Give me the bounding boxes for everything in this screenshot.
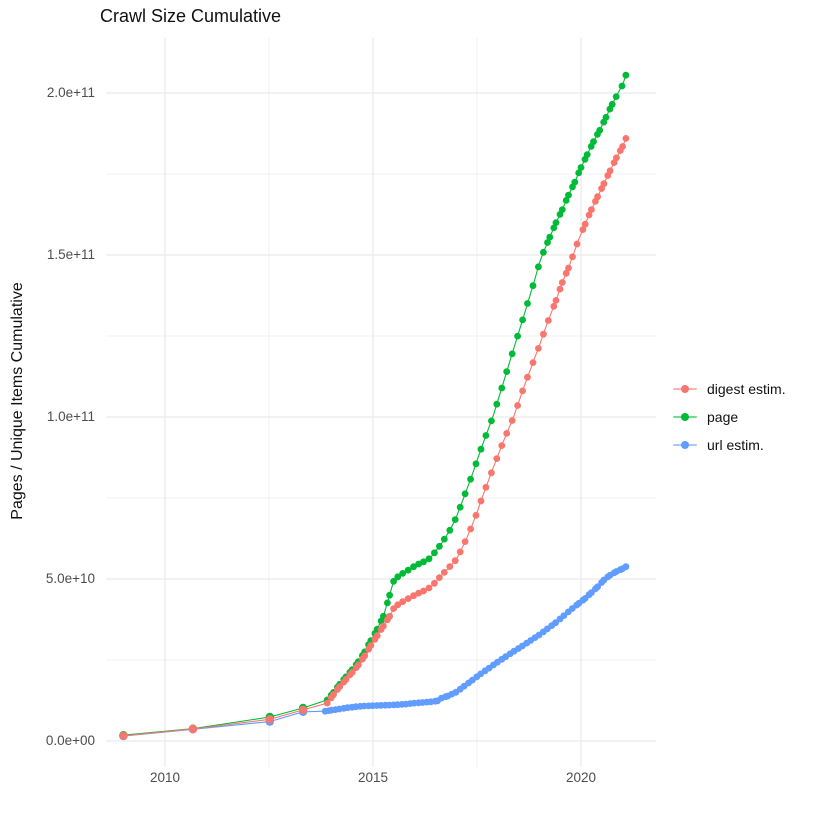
y-tick-label: 5.0e+10 — [45, 571, 95, 586]
legend-label: page — [707, 408, 739, 425]
y-tick-label: 2.0e+11 — [46, 85, 95, 100]
x-tick-label: 2020 — [565, 770, 597, 785]
legend-key-dot — [681, 412, 689, 421]
series-url-estim — [119, 563, 630, 741]
legend-label: digest estim. — [707, 380, 786, 397]
x-tick-label: 2015 — [357, 770, 389, 785]
legend-key — [672, 407, 698, 426]
legend-key — [672, 379, 698, 398]
chart-title: Crawl Size Cumulative — [100, 6, 282, 26]
y-tick-label: 0.0e+00 — [45, 733, 95, 748]
legend-key-dot — [681, 384, 689, 393]
legend-key-dot — [681, 440, 689, 449]
gridlines — [106, 38, 656, 767]
y-tick-label: 1.5e+11 — [46, 247, 95, 262]
legend-item-url-estim: url estim. — [672, 435, 786, 454]
y-tick-label: 1.0e+11 — [46, 409, 95, 424]
legend-key — [672, 435, 698, 454]
legend-label: url estim. — [707, 436, 764, 453]
legend: digest estim. page url estim. — [672, 379, 786, 454]
x-tick-label: 2010 — [149, 770, 181, 785]
legend-item-digest-estim: digest estim. — [672, 379, 786, 398]
legend-item-page: page — [672, 407, 786, 426]
y-axis-title: Pages / Unique Items Cumulative — [9, 282, 26, 520]
series-digest-estim — [119, 135, 630, 740]
